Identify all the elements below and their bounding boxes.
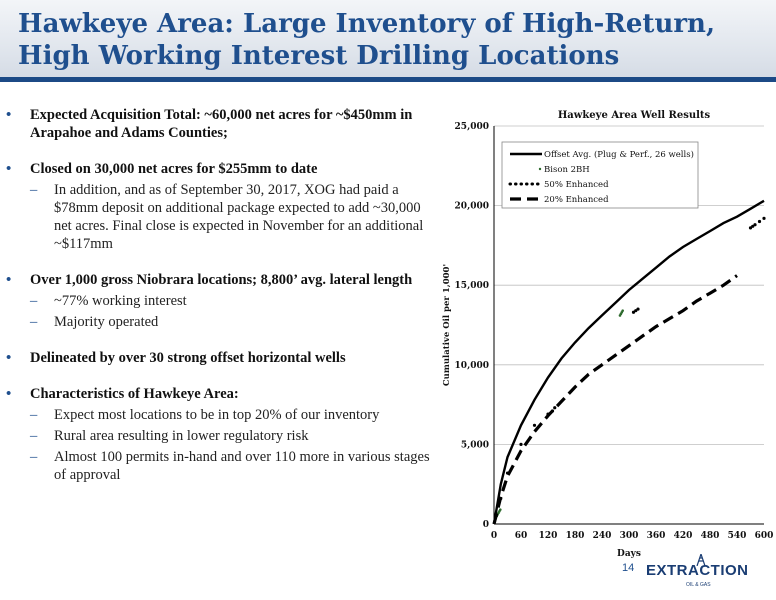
bullet-text: Expected Acquisition Total: ~60,000 net … [30, 107, 413, 141]
bullet-dot: • [6, 350, 12, 366]
x-tick-label: 180 [566, 531, 585, 541]
bullet-gap [4, 367, 434, 385]
bullet-item: • Over 1,000 gross Niobrara locations; 8,… [4, 271, 434, 289]
y-tick-label: 25,000 [455, 122, 489, 132]
bullet-text: Delineated by over 30 strong offset hori… [30, 350, 346, 366]
sub-bullet-dash: – [30, 407, 38, 423]
page-title: Hawkeye Area: Large Inventory of High-Re… [18, 9, 715, 71]
series-point-50-enhanced [631, 310, 636, 314]
bullet-item: • Expected Acquisition Total: ~60,000 net… [4, 106, 434, 142]
series-point-50-enhanced [762, 216, 766, 220]
bullet-text: Closed on 30,000 net acres for $255mm to… [30, 161, 318, 177]
y-axis-label: Cumulative Oil per 1,000' [442, 264, 452, 386]
x-tick-label: 540 [728, 531, 747, 541]
bullet-gap [4, 142, 434, 160]
x-tick-label: 60 [515, 531, 528, 541]
sub-bullet-dash: – [30, 182, 38, 198]
x-tick-label: 0 [491, 531, 497, 541]
bullet-gap [4, 331, 434, 349]
sub-bullet-dash: – [30, 314, 38, 330]
legend-label: Offset Avg. (Plug & Perf., 26 wells) [544, 149, 694, 160]
sub-bullet-dash: – [30, 293, 38, 309]
bullet-item: • Delineated by over 30 strong offset hor… [4, 349, 434, 367]
x-axis-label: Days [617, 549, 641, 559]
title-bar [0, 0, 776, 82]
bullet-dot: • [6, 107, 12, 123]
title-rule [0, 77, 776, 82]
sub-bullet-text: Almost 100 permits in-hand and over 110 … [54, 449, 430, 483]
bullet-dot: • [6, 386, 12, 402]
bullet-dot: • [6, 161, 12, 177]
bullet-dot: • [6, 272, 12, 288]
bullet-gap [4, 253, 434, 271]
legend-swatch [538, 167, 542, 171]
well-results-chart: Hawkeye Area Well Results 0 5,000 10,000 15,… [442, 110, 774, 559]
sub-bullet-text: Expect most locations to be in top 20% o… [54, 407, 380, 423]
x-tick-label: 300 [620, 531, 639, 541]
series-point-50-enhanced [751, 224, 755, 228]
sub-bullet: – ~77% working interest [4, 292, 434, 310]
bullet-list: • Expected Acquisition Total: ~60,000 net… [4, 106, 434, 484]
bullet-text: Over 1,000 gross Niobrara locations; 8,8… [30, 272, 413, 288]
y-tick-label: 15,000 [455, 281, 489, 291]
sub-bullet-text: Rural area resulting in lower regulatory… [54, 428, 309, 444]
page-number: 14 [622, 562, 635, 574]
series-point-50-enhanced [519, 442, 523, 446]
bullet-text: Characteristics of Hawkeye Area: [30, 386, 239, 402]
legend-label: 20% Enhanced [544, 195, 609, 205]
x-tick-label: 600 [755, 531, 774, 541]
x-tick-label: 240 [593, 531, 612, 541]
y-tick-label: 10,000 [455, 361, 489, 371]
legend-label: 50% Enhanced [544, 180, 609, 190]
sub-bullet: – Almost 100 permits in-hand and over 110… [4, 448, 434, 484]
derrick-icon [696, 554, 706, 566]
sub-bullet-dash: – [30, 449, 38, 465]
series-point-50-enhanced [748, 226, 753, 230]
series-point-50-enhanced [634, 309, 638, 313]
series-point-50-enhanced [532, 423, 537, 427]
bullet-item: • Characteristics of Hawkeye Area: [4, 385, 434, 403]
series-point-50-enhanced [636, 307, 640, 311]
sub-bullet: – Rural area resulting in lower regulator… [4, 427, 434, 445]
y-tick-label: 0 [483, 520, 489, 530]
series-point-bison-2bh [499, 508, 502, 511]
sub-bullet: – In addition, and as of September 30, 20… [4, 181, 434, 253]
sub-bullet-text: ~77% working interest [54, 293, 187, 309]
bullet-item: • Closed on 30,000 net acres for $255mm t… [4, 160, 434, 178]
series-point-50-enhanced [753, 223, 757, 227]
chart-title: Hawkeye Area Well Results [558, 110, 711, 121]
y-tick-label: 20,000 [455, 202, 489, 212]
sub-bullet-dash: – [30, 428, 38, 444]
sub-bullet: – Majority operated [4, 313, 434, 331]
extraction-logo: EXTRACTION OIL & GAS [646, 554, 749, 594]
x-tick-label: 420 [674, 531, 693, 541]
series-point-bison-2bh [621, 309, 624, 312]
sub-bullet-text: Majority operated [54, 314, 159, 330]
x-tick-label: 120 [539, 531, 558, 541]
logo-text: EXTRACTION [646, 562, 749, 579]
sub-bullet-text: In addition, and as of September 30, 201… [54, 182, 424, 252]
logo-subtext: OIL & GAS [686, 582, 711, 588]
series-line-20-enhanced [492, 274, 738, 525]
x-tick-label: 360 [647, 531, 666, 541]
x-tick-label: 480 [701, 531, 720, 541]
y-tick-label: 5,000 [461, 440, 489, 450]
series-line-offset-avg-plug-perf-26-wells [492, 199, 765, 525]
sub-bullet: – Expect most locations to be in top 20% … [4, 406, 434, 424]
legend-label: Bison 2BH [544, 165, 590, 175]
series-point-50-enhanced [757, 219, 762, 224]
series-point-50-enhanced [553, 406, 557, 410]
